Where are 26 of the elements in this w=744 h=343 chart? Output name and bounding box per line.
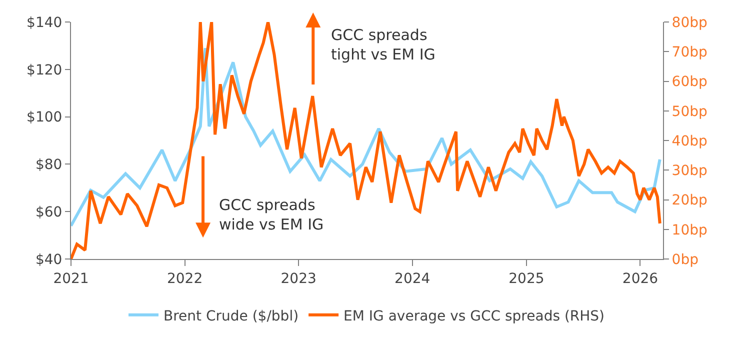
- y-tick-label: $40: [35, 252, 62, 268]
- y2-tick-label: 20bp: [672, 192, 708, 209]
- y2-tick-label: 0bp: [672, 252, 699, 268]
- x-tick-label: 2022: [166, 270, 203, 287]
- y2-tick-label: 30bp: [672, 163, 708, 180]
- legend-label: Brent Crude ($/bbl): [164, 308, 299, 324]
- y2-tick-label: 10bp: [672, 222, 708, 238]
- y-tick-label: $140: [26, 14, 62, 31]
- y-tick-label: $60: [35, 204, 62, 220]
- x-tick-label: 2023: [280, 270, 316, 287]
- legend-label: EM IG average vs GCC spreads (RHS): [344, 308, 605, 324]
- y2-tick-label: 60bp: [672, 74, 708, 90]
- y2-tick-label: 70bp: [672, 44, 708, 61]
- annotation: GCC spreads wide vs EM IG: [219, 196, 324, 234]
- y2-tick-label: 40bp: [672, 133, 708, 150]
- line-series: [71, 22, 662, 259]
- annotation: GCC spreads tight vs EM IG: [331, 26, 436, 64]
- x-tick-label: 2026: [622, 270, 658, 287]
- y-tick-label: $80: [35, 157, 62, 174]
- x-tick-label: 2024: [394, 270, 430, 287]
- x-tick-label: 2025: [508, 270, 544, 287]
- x-tick-label: 2021: [53, 270, 89, 287]
- y2-tick-label: 50bp: [672, 104, 708, 120]
- y-tick-label: $100: [26, 110, 62, 126]
- y2-tick-label: 80bp: [672, 14, 708, 31]
- y-tick-label: $120: [26, 62, 62, 78]
